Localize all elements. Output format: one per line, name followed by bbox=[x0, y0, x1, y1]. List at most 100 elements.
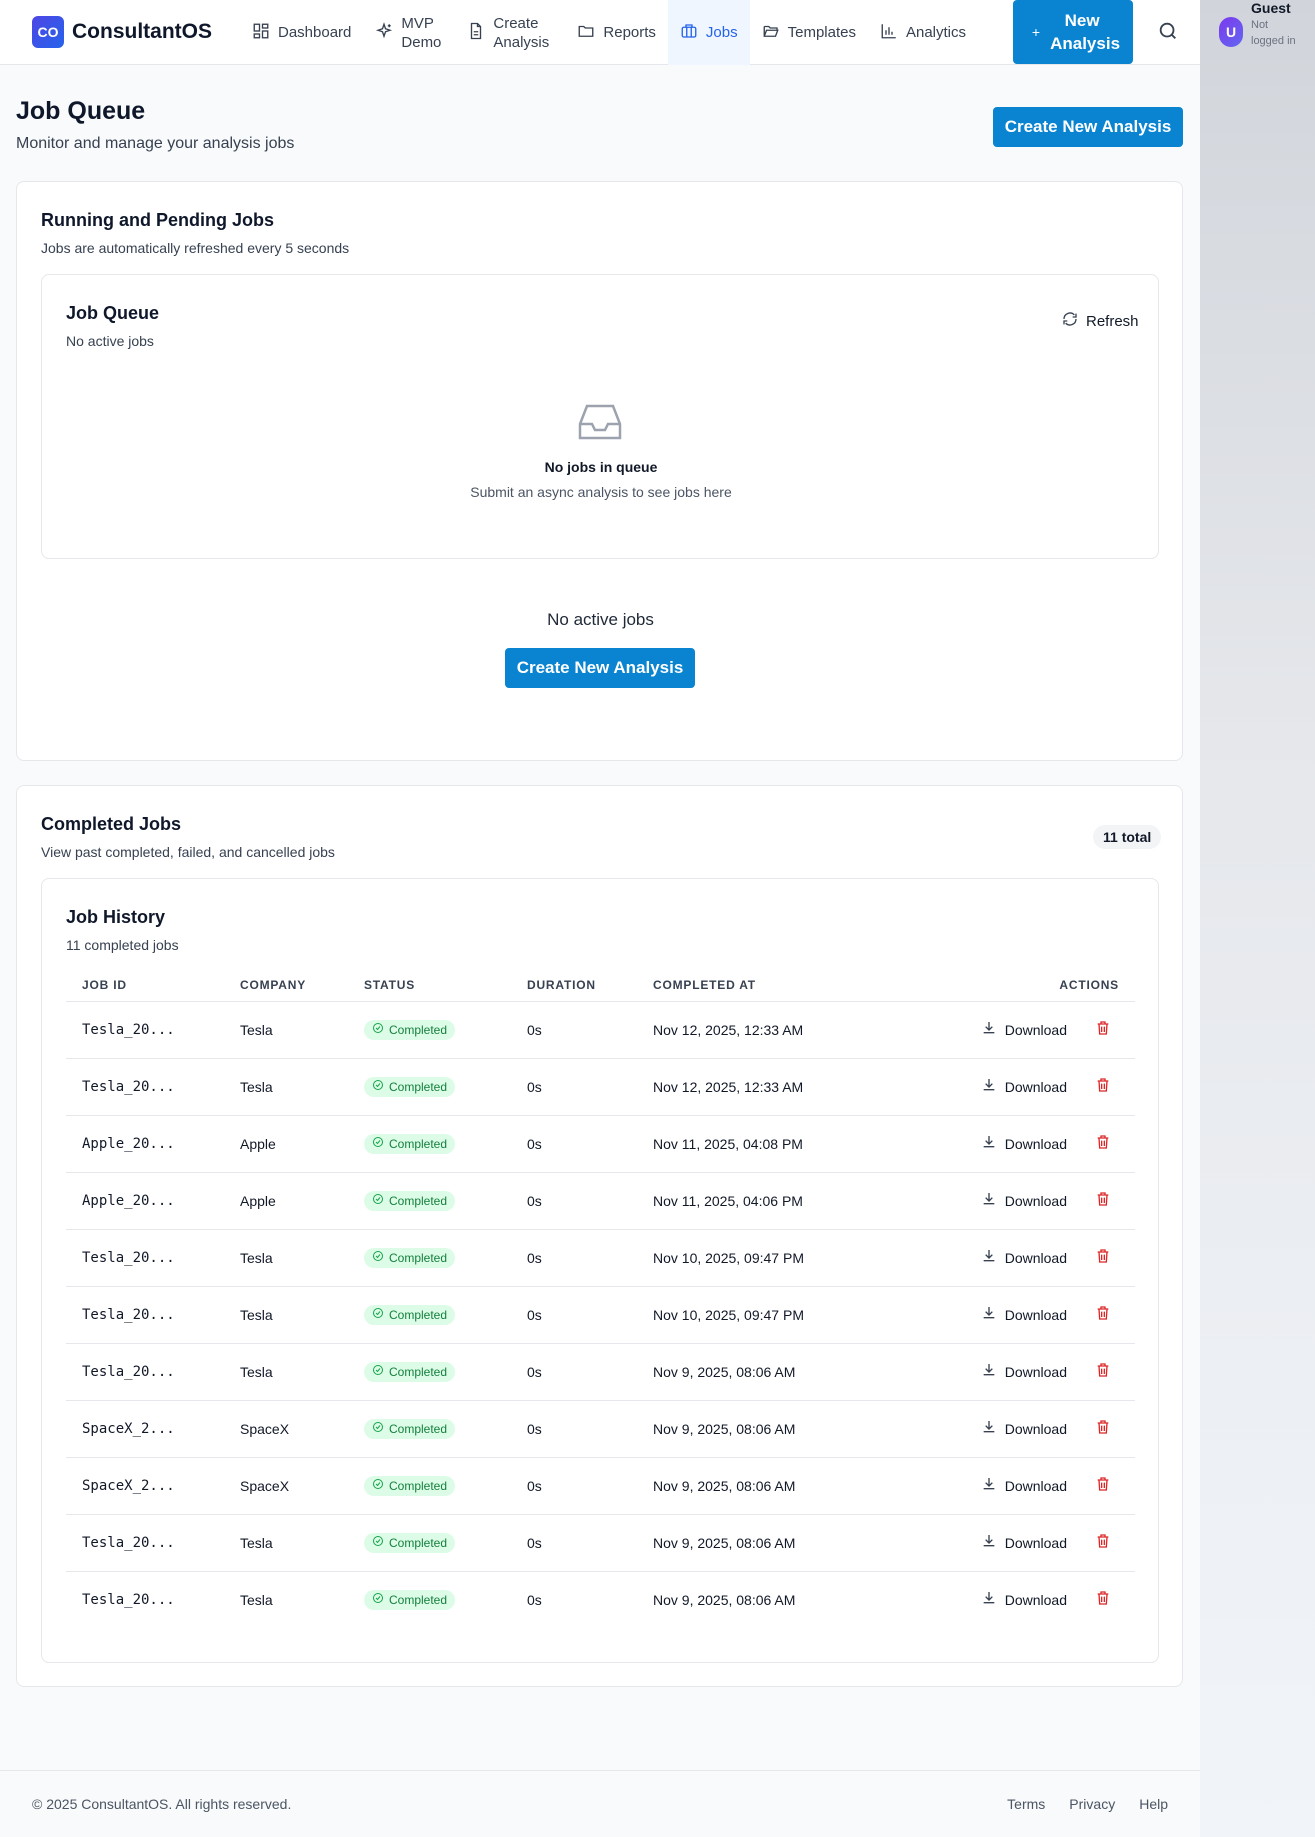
nav-item-analytics[interactable]: Analytics bbox=[868, 0, 978, 65]
download-icon bbox=[981, 1419, 997, 1438]
nav-item-create-analysis[interactable]: Create Analysis bbox=[455, 0, 565, 65]
download-button[interactable]: Download bbox=[981, 1533, 1067, 1552]
status-cell: Completed bbox=[348, 1571, 511, 1628]
completed-at-cell: Nov 9, 2025, 08:06 AM bbox=[637, 1457, 867, 1515]
status-label: Completed bbox=[389, 1079, 448, 1094]
job-id-cell[interactable]: Tesla_20... bbox=[66, 1058, 224, 1116]
status-cell: Completed bbox=[348, 1001, 511, 1059]
no-active-jobs-text: No active jobs bbox=[547, 610, 654, 629]
download-icon bbox=[981, 1305, 997, 1324]
download-button[interactable]: Download bbox=[981, 1590, 1067, 1609]
table-row: Tesla_20... Tesla Completed 0s Nov 9, 2025, … bbox=[66, 1571, 1135, 1628]
job-id-cell[interactable]: SpaceX_2... bbox=[66, 1400, 224, 1458]
delete-button[interactable] bbox=[1095, 1020, 1111, 1039]
trash-icon bbox=[1095, 1248, 1111, 1267]
delete-button[interactable] bbox=[1095, 1590, 1111, 1609]
user-name: Guest bbox=[1251, 0, 1291, 16]
completed-at-cell: Nov 10, 2025, 09:47 PM bbox=[637, 1229, 867, 1287]
delete-button[interactable] bbox=[1095, 1248, 1111, 1267]
nav-item-dashboard[interactable]: Dashboard bbox=[240, 0, 363, 65]
refresh-button[interactable]: Refresh bbox=[1062, 311, 1139, 331]
company-cell: Tesla bbox=[224, 1514, 348, 1572]
brand-logo[interactable]: CO ConsultantOS bbox=[32, 16, 212, 48]
column-header-completed-at: COMPLETED AT bbox=[637, 969, 867, 1002]
nav-item-templates[interactable]: Templates bbox=[750, 0, 868, 65]
duration-cell: 0s bbox=[511, 1229, 637, 1287]
download-button[interactable]: Download bbox=[981, 1362, 1067, 1381]
delete-button[interactable] bbox=[1095, 1476, 1111, 1495]
create-new-analysis-button[interactable]: Create New Analysis bbox=[505, 648, 695, 688]
completed-at-cell: Nov 9, 2025, 08:06 AM bbox=[653, 1591, 796, 1608]
table-header-row: JOB ID COMPANY STATUS DURATION COMPLETED… bbox=[66, 969, 1135, 1002]
job-id-cell[interactable]: Tesla_20... bbox=[66, 1286, 224, 1344]
trash-icon bbox=[1095, 1590, 1111, 1609]
create-new-analysis-button[interactable]: Create New Analysis bbox=[993, 107, 1183, 147]
download-button[interactable]: Download bbox=[981, 1134, 1067, 1153]
job-id-cell[interactable]: SpaceX_2... bbox=[66, 1457, 224, 1515]
download-button[interactable]: Download bbox=[981, 1191, 1067, 1210]
status-badge: Completed bbox=[364, 1247, 456, 1268]
actions-cell: Download bbox=[867, 1400, 1135, 1458]
actions-cell: Download bbox=[867, 1514, 1135, 1572]
download-label: Download bbox=[1004, 1192, 1067, 1209]
completed-jobs-card: Completed Jobs View past completed, fail… bbox=[16, 785, 1183, 1687]
completed-at-cell: Nov 12, 2025, 12:33 AM bbox=[637, 1001, 867, 1059]
delete-button[interactable] bbox=[1095, 1077, 1111, 1096]
download-button[interactable]: Download bbox=[981, 1419, 1067, 1438]
nav-label: Analytics bbox=[905, 24, 967, 41]
download-button[interactable]: Download bbox=[981, 1305, 1067, 1324]
job-id-cell[interactable]: Tesla_20... bbox=[82, 1591, 175, 1608]
download-icon bbox=[981, 1590, 997, 1609]
delete-button[interactable] bbox=[1095, 1419, 1111, 1438]
company-cell: Tesla bbox=[224, 1343, 348, 1401]
nav-item-mvp-demo[interactable]: MVP Demo bbox=[363, 0, 455, 65]
job-id-cell[interactable]: Apple_20... bbox=[66, 1172, 224, 1230]
page-title: Job Queue bbox=[16, 97, 146, 125]
right-sidebar bbox=[1200, 0, 1315, 1837]
brand-name: ConsultantOS bbox=[72, 20, 212, 43]
actions-cell: Download bbox=[867, 1058, 1135, 1116]
download-button[interactable]: Download bbox=[981, 1020, 1067, 1039]
actions-cell: Download bbox=[867, 1286, 1135, 1344]
nav-item-jobs[interactable]: Jobs bbox=[667, 0, 750, 65]
table-row: Tesla_20... Tesla Completed 0s Nov 12, 2025,… bbox=[66, 1001, 1135, 1059]
delete-button[interactable] bbox=[1095, 1305, 1111, 1324]
job-queue-subtitle: No active jobs bbox=[66, 333, 154, 349]
download-button[interactable]: Download bbox=[981, 1476, 1067, 1495]
nav-label: Create Analysis bbox=[493, 14, 550, 51]
dashboard-icon bbox=[252, 22, 270, 44]
job-history-panel: Job History 11 completed jobs JOB ID COM… bbox=[41, 878, 1159, 1663]
search-button[interactable] bbox=[1157, 20, 1181, 44]
job-id-cell[interactable]: Tesla_20... bbox=[66, 1343, 224, 1401]
job-id-cell[interactable]: Tesla_20... bbox=[66, 1229, 224, 1287]
company-cell: Apple bbox=[224, 1172, 348, 1230]
delete-button[interactable] bbox=[1095, 1362, 1111, 1381]
check-circle-icon bbox=[372, 1022, 384, 1037]
main-nav: Dashboard MVP Demo Create Analysis Repor… bbox=[240, 0, 978, 65]
delete-button[interactable] bbox=[1095, 1533, 1111, 1552]
job-id-cell[interactable]: Tesla_20... bbox=[66, 1514, 224, 1572]
table-row: Tesla_20... Tesla Completed 0s Nov 9, 2025, … bbox=[66, 1514, 1135, 1572]
trash-icon bbox=[1095, 1020, 1111, 1039]
footer-link-privacy[interactable]: Privacy bbox=[1069, 1796, 1116, 1812]
company-cell: Apple bbox=[224, 1115, 348, 1173]
download-button[interactable]: Download bbox=[981, 1077, 1067, 1096]
download-button[interactable]: Download bbox=[981, 1248, 1067, 1267]
running-jobs-subtitle: Jobs are automatically refreshed every 5… bbox=[41, 240, 350, 256]
duration-cell: 0s bbox=[527, 1591, 542, 1608]
footer-link-terms[interactable]: Terms bbox=[1007, 1796, 1046, 1812]
briefcase-icon bbox=[680, 22, 698, 44]
footer-link-help[interactable]: Help bbox=[1139, 1796, 1168, 1812]
status-label: Completed bbox=[389, 1535, 448, 1550]
running-jobs-title: Running and Pending Jobs bbox=[41, 210, 274, 230]
nav-item-reports[interactable]: Reports bbox=[565, 0, 668, 65]
delete-button[interactable] bbox=[1095, 1191, 1111, 1210]
new-analysis-button[interactable]: + New Analysis bbox=[1013, 0, 1133, 64]
status-badge: Completed bbox=[364, 1361, 456, 1382]
user-menu[interactable]: U Guest Not logged in bbox=[1219, 0, 1297, 49]
job-id-cell[interactable]: Apple_20... bbox=[66, 1115, 224, 1173]
job-id-cell[interactable]: Tesla_20... bbox=[66, 1001, 224, 1059]
delete-button[interactable] bbox=[1095, 1134, 1111, 1153]
status-cell: Completed bbox=[348, 1229, 511, 1287]
table-row: Tesla_20... Tesla Completed 0s Nov 10, 2025,… bbox=[66, 1229, 1135, 1287]
